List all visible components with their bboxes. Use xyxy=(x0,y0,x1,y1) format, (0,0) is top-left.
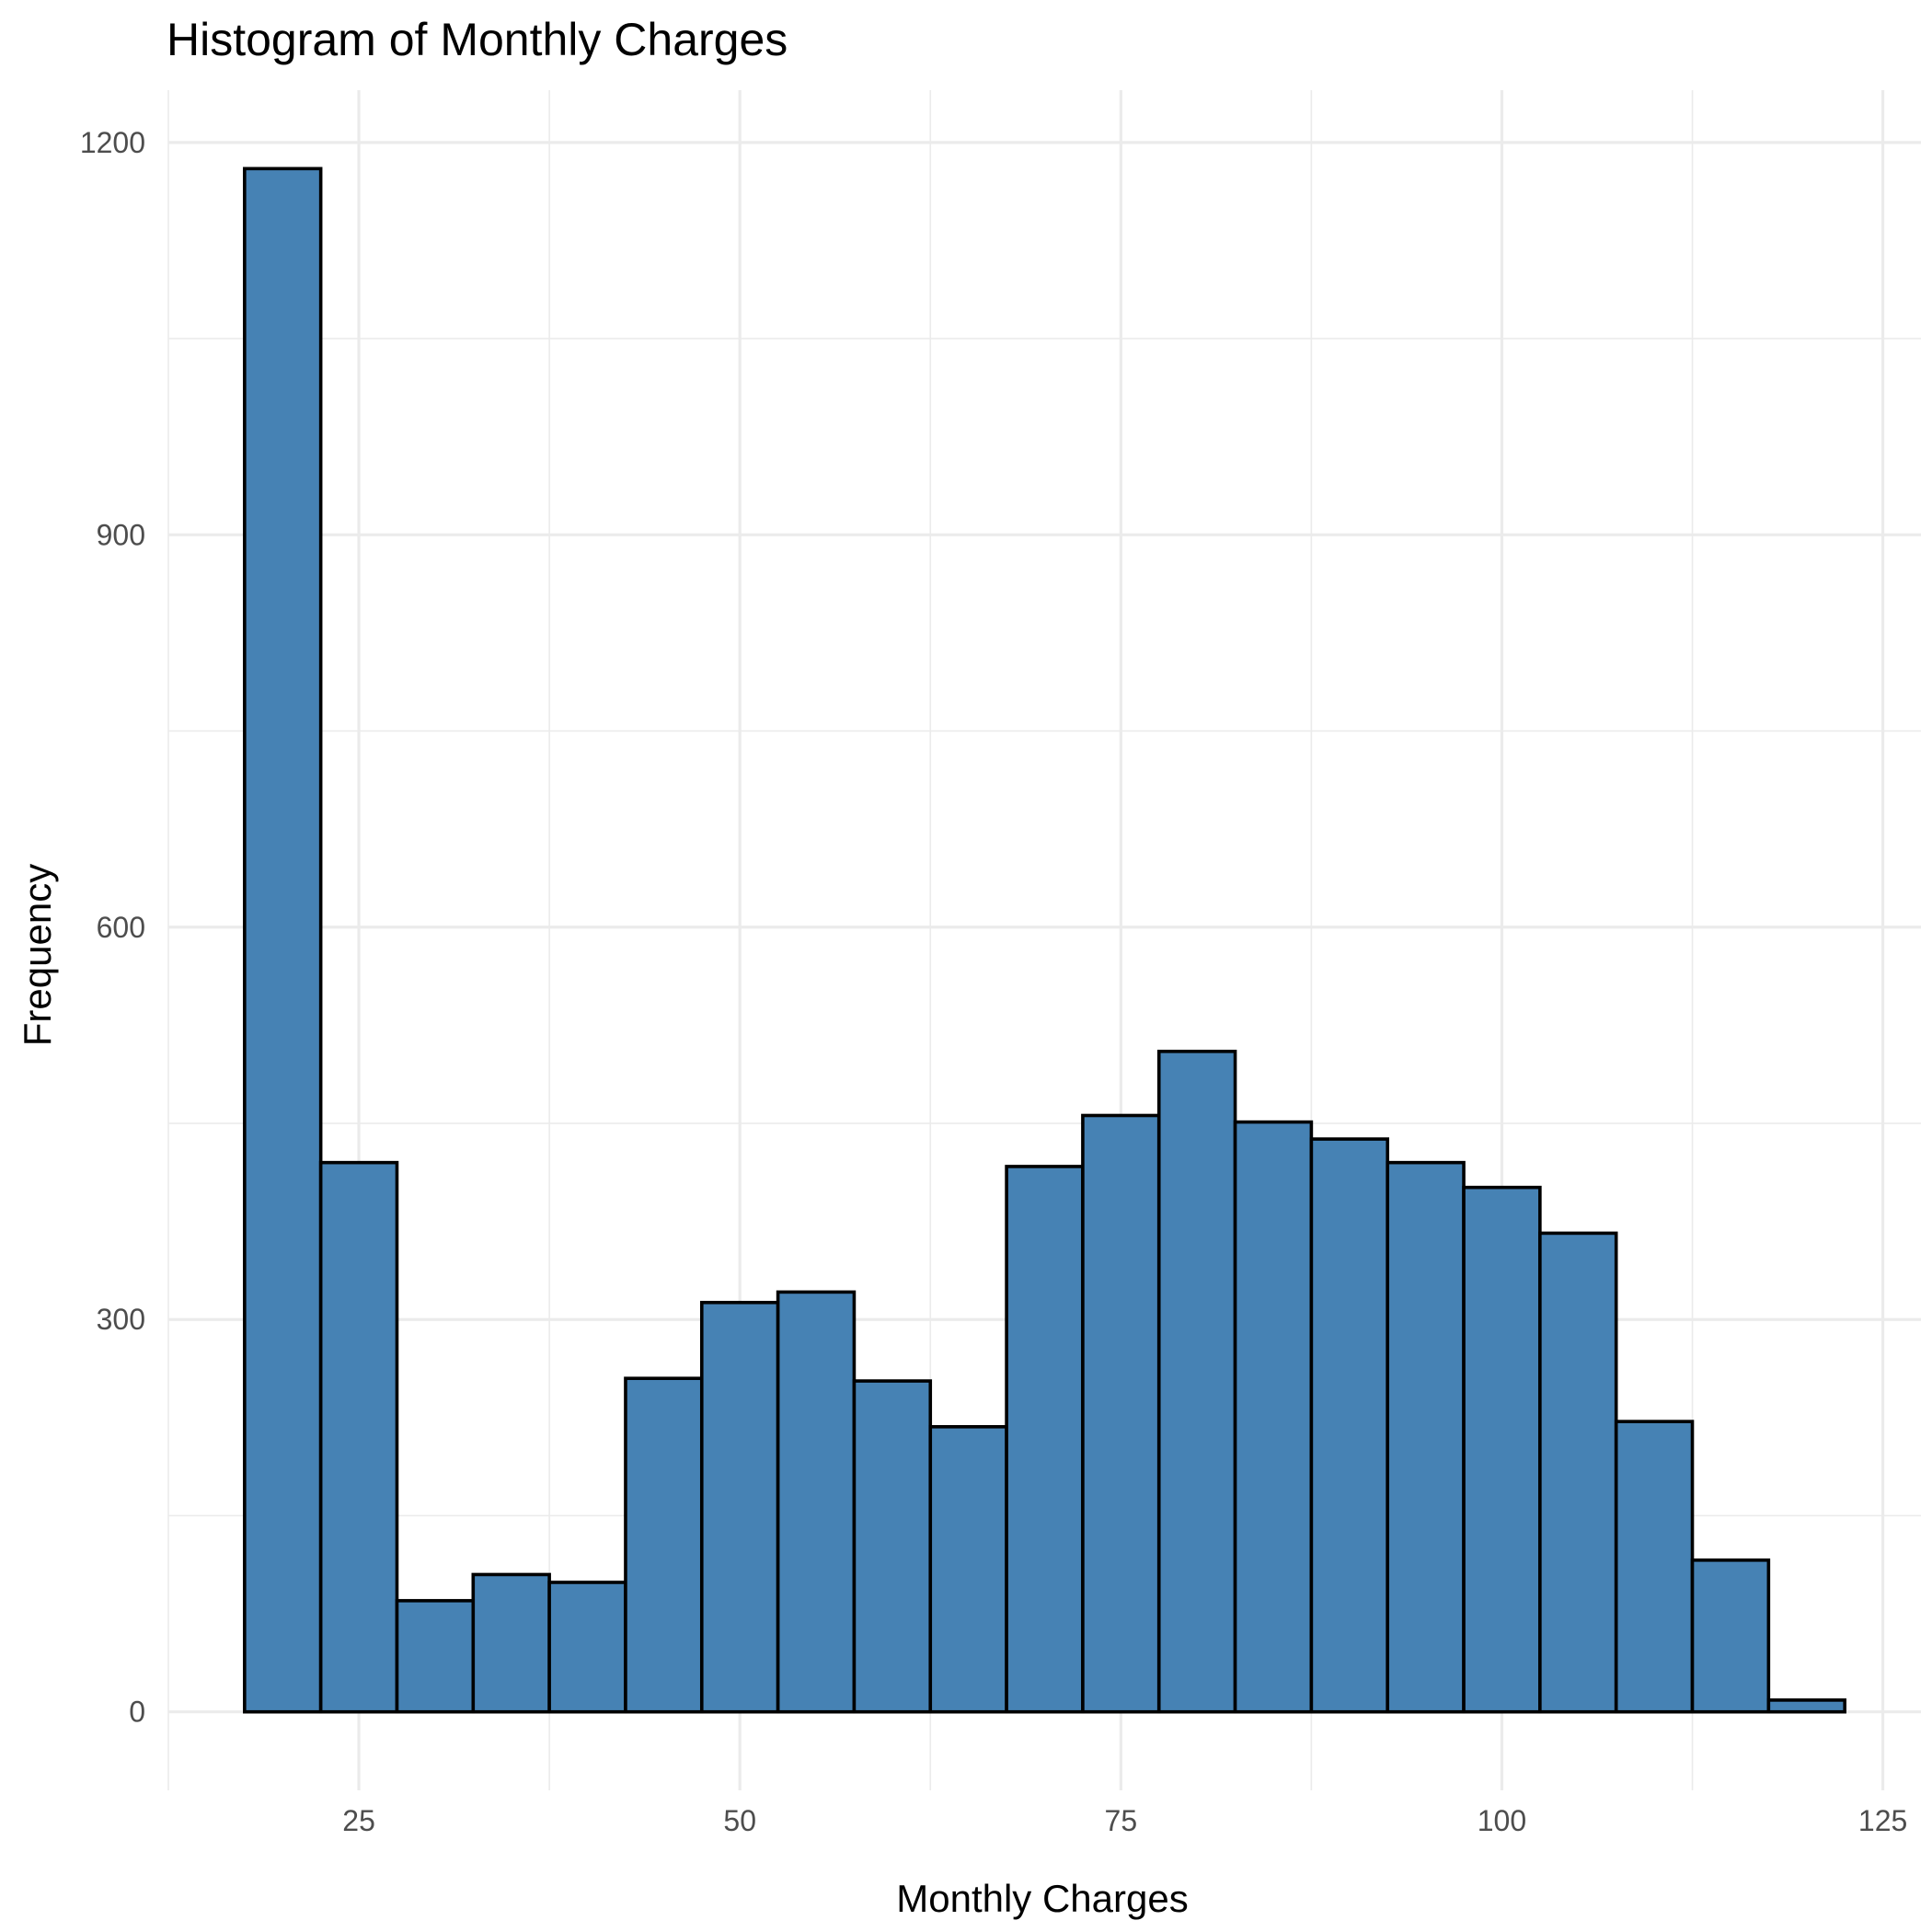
histogram-bar xyxy=(776,1290,857,1714)
histogram-bar xyxy=(1538,1231,1618,1714)
y-tick-label: 300 xyxy=(97,1303,145,1336)
histogram-bar xyxy=(699,1300,780,1714)
histogram-bar xyxy=(395,1599,476,1714)
y-tick-label: 600 xyxy=(97,911,145,944)
histogram-bar xyxy=(1005,1165,1085,1714)
histogram-bars xyxy=(243,167,1846,1714)
chart-title: Histogram of Monthly Charges xyxy=(167,14,788,65)
histogram-bar xyxy=(243,167,323,1714)
y-axis-tick-labels: 0 300 600 900 1200 xyxy=(80,126,145,1729)
histogram-bar xyxy=(1156,1050,1237,1714)
x-tick-label: 75 xyxy=(1105,1804,1138,1837)
x-axis-tick-labels: 25 50 75 100 125 xyxy=(342,1804,1907,1837)
histogram-bar xyxy=(1309,1137,1390,1714)
histogram-bar xyxy=(318,1160,399,1714)
histogram-bar xyxy=(471,1572,551,1714)
histogram-bar xyxy=(928,1425,1008,1714)
histogram-bar xyxy=(852,1379,933,1714)
x-tick-label: 25 xyxy=(342,1804,375,1837)
y-axis-title: Frequency xyxy=(16,864,59,1046)
histogram-bar xyxy=(1233,1120,1314,1714)
y-tick-label: 1200 xyxy=(80,126,145,159)
histogram-bar xyxy=(1081,1113,1161,1714)
x-axis-title: Monthly Charges xyxy=(896,1877,1188,1920)
histogram-bar xyxy=(624,1376,704,1714)
histogram-bar xyxy=(1462,1185,1542,1714)
x-tick-label: 100 xyxy=(1478,1804,1526,1837)
histogram-bar xyxy=(1386,1160,1466,1714)
x-tick-label: 125 xyxy=(1858,1804,1907,1837)
histogram-bar xyxy=(547,1581,627,1714)
y-tick-label: 0 xyxy=(129,1696,145,1729)
histogram-bar xyxy=(1690,1558,1771,1714)
y-tick-label: 900 xyxy=(97,518,145,551)
histogram-bar xyxy=(1766,1698,1846,1714)
x-tick-label: 50 xyxy=(723,1804,756,1837)
histogram-bar xyxy=(1614,1420,1695,1714)
